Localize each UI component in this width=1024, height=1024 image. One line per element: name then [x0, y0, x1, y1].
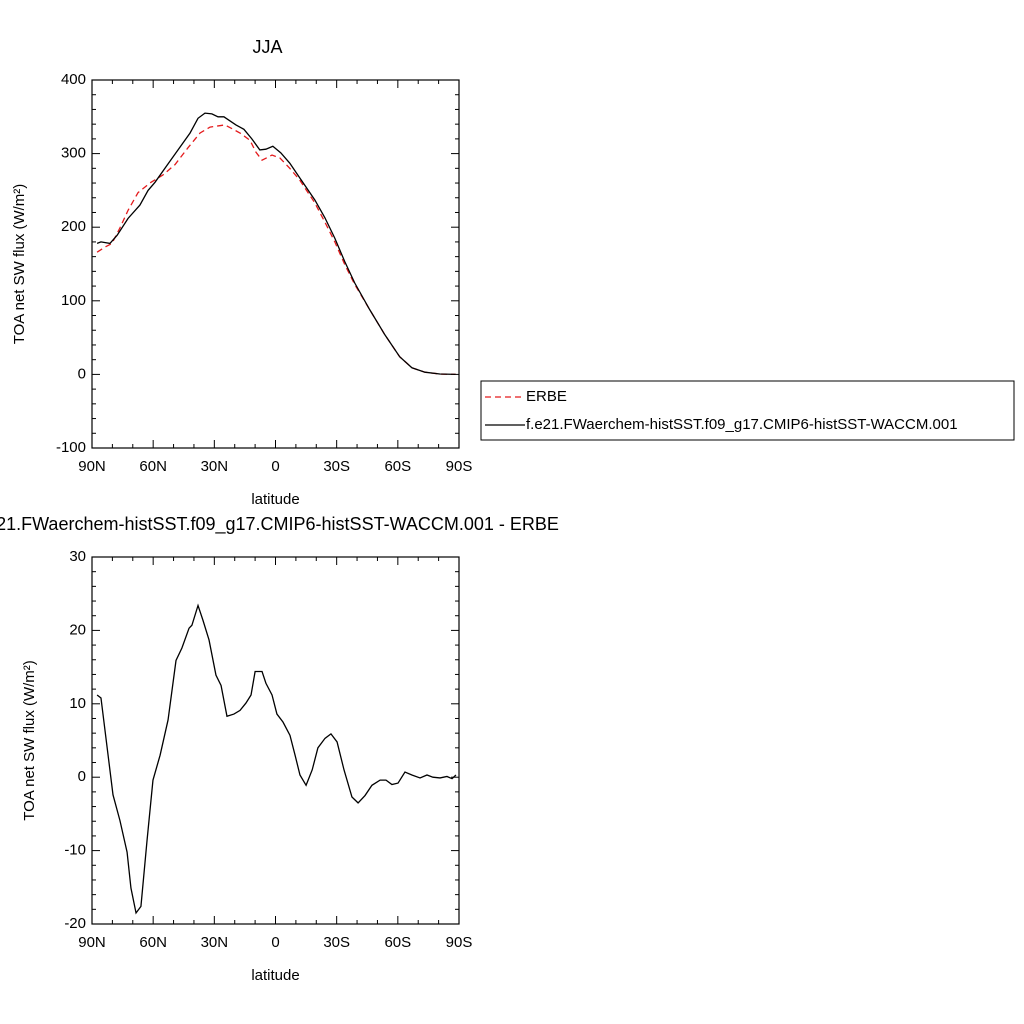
y-tick-label: 0 [78, 365, 86, 382]
y-tick-label: 400 [61, 71, 86, 88]
x-axis-label: latitude [251, 967, 299, 984]
y-tick-label: 200 [61, 218, 86, 235]
y-tick-label: 0 [78, 768, 86, 785]
chart-title: JJA [252, 37, 282, 57]
y-tick-label: -10 [64, 842, 86, 859]
x-tick-label: 30N [201, 458, 229, 475]
y-tick-label: -100 [56, 439, 86, 456]
y-tick-label: 30 [69, 548, 86, 565]
series-line [96, 603, 457, 915]
x-tick-label: 0 [271, 934, 279, 951]
y-tick-label: 20 [69, 621, 86, 638]
y-tick-label: -20 [64, 915, 86, 932]
y-tick-label: 300 [61, 145, 86, 162]
series-line [96, 112, 456, 376]
y-axis-label: TOA net SW flux (W/m²) [11, 184, 28, 345]
legend-box [480, 380, 1015, 441]
x-tick-label: 90S [446, 934, 473, 951]
x-tick-label: 90N [78, 458, 106, 475]
legend-label: ERBE [526, 388, 567, 405]
plot-frame [91, 556, 460, 925]
legend-label: f.e21.FWaerchem-histSST.f09_g17.CMIP6-hi… [526, 416, 958, 433]
x-tick-label: 60N [139, 458, 167, 475]
x-tick-label: 60S [384, 458, 411, 475]
x-tick-label: 90S [446, 458, 473, 475]
x-tick-label: 60N [139, 934, 167, 951]
y-tick-label: 100 [61, 292, 86, 309]
x-tick-label: 90N [78, 934, 106, 951]
series-line [96, 124, 456, 376]
x-tick-label: 30S [323, 458, 350, 475]
x-tick-label: 30N [201, 934, 229, 951]
x-tick-label: 30S [323, 934, 350, 951]
x-tick-label: 0 [271, 458, 279, 475]
x-axis-label: latitude [251, 491, 299, 508]
chart-title: f.e21.FWaerchem-histSST.f09_g17.CMIP6-hi… [0, 514, 559, 535]
x-tick-label: 60S [384, 934, 411, 951]
plot-frame [91, 79, 460, 449]
y-tick-label: 10 [69, 695, 86, 712]
y-axis-label: TOA net SW flux (W/m²) [21, 660, 38, 821]
